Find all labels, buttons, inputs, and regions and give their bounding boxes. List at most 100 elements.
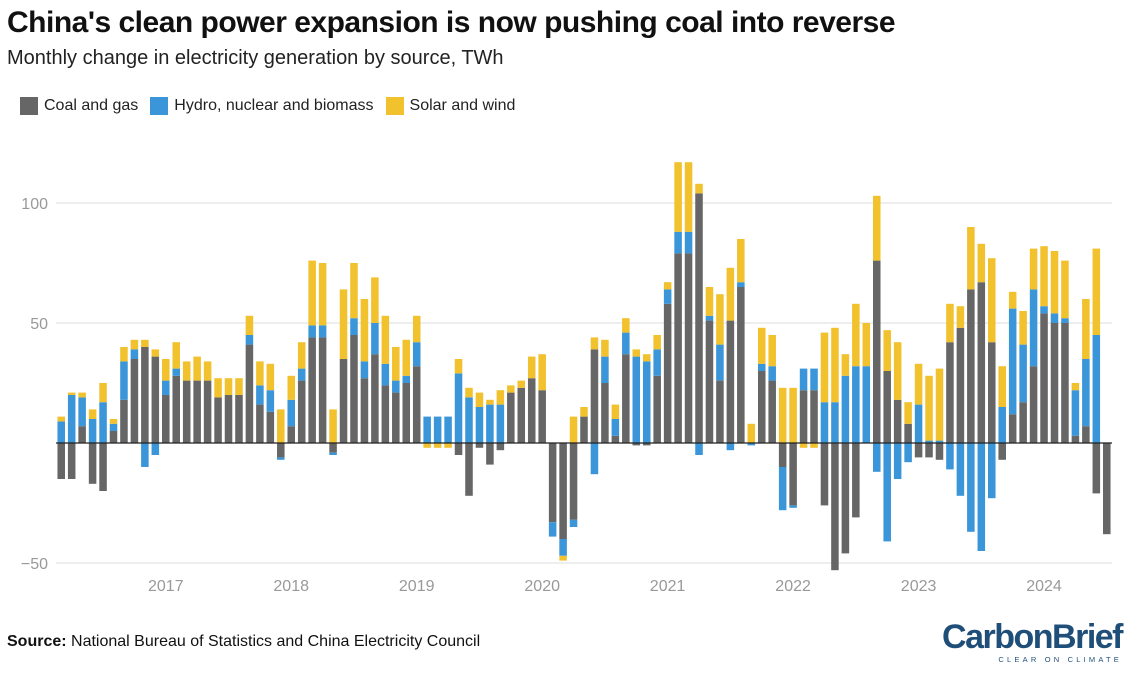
legend-swatch-hydro (150, 97, 169, 115)
bar-segment-solar-wind (88, 409, 97, 419)
bar-segment-hydro (935, 440, 944, 443)
bar-segment-hydro (141, 443, 149, 467)
legend-item-solar-wind: Solar and wind (385, 97, 515, 115)
bar-segment-solar-wind (946, 303, 954, 343)
bar-segment-coal-gas (172, 375, 180, 443)
bar-segment-hydro (716, 344, 724, 381)
bar-segment-hydro (475, 407, 484, 443)
bar-segment-hydro (632, 356, 641, 443)
bar-segment-coal-gas (1050, 323, 1059, 443)
bar-segment-coal-gas (778, 443, 787, 467)
bar-segment-coal-gas (454, 443, 463, 455)
bar-segment-solar-wind (527, 356, 536, 379)
bar-segment-solar-wind (475, 392, 484, 407)
bar-segment-hydro (57, 421, 65, 443)
bar-segment-hydro (674, 231, 682, 254)
bar-segment-hydro (904, 443, 912, 463)
bar-segment-coal-gas (256, 404, 264, 443)
bar-segment-solar-wind (1008, 291, 1017, 309)
bar-segment-solar-wind (120, 347, 128, 362)
bar-segment-solar-wind (601, 339, 609, 357)
bar-segment-coal-gas (967, 289, 975, 443)
bar-segment-coal-gas (141, 347, 149, 443)
y-tick-label: −50 (21, 556, 48, 573)
bar-segment-solar-wind (245, 315, 254, 335)
bar-segment-hydro (559, 539, 567, 556)
source-text: National Bureau of Statistics and China … (71, 633, 481, 650)
bar-segment-coal-gas (1061, 323, 1069, 443)
bar-segment-coal-gas (852, 443, 860, 518)
legend-label-hydro: Hydro, nuclear and biomass (174, 97, 374, 114)
bar-segment-solar-wind (277, 409, 285, 443)
chart-subtitle: Monthly change in electricity generation… (7, 47, 504, 69)
bar-segment-coal-gas (297, 380, 306, 443)
bar-segment-hydro (883, 443, 891, 542)
bar-segment-hydro (841, 375, 850, 443)
bar-segment-hydro (663, 289, 672, 304)
bar-segment-coal-gas (768, 380, 776, 443)
bar-segment-coal-gas (674, 253, 682, 443)
bar-segment-solar-wind (872, 195, 881, 261)
source-label: Source: (7, 633, 67, 650)
bar-segment-solar-wind (392, 347, 400, 381)
bar-segment-solar-wind (182, 361, 191, 381)
bar-segment-hydro (1061, 318, 1069, 323)
bar-segment-coal-gas (99, 443, 107, 491)
bar-segment-coal-gas (182, 380, 191, 443)
bar-segment-solar-wind (559, 555, 567, 561)
bar-segment-coal-gas (371, 354, 379, 443)
bar-segment-hydro (1071, 390, 1080, 436)
logo-tagline: CLEAR ON CLIMATE (998, 655, 1122, 664)
bar-segment-hydro (120, 361, 128, 400)
bar-segment-coal-gas (350, 335, 358, 443)
bar-segment-hydro (852, 366, 860, 443)
bar-segment-solar-wind (663, 282, 672, 290)
chart-title: China's clean power expansion is now pus… (7, 6, 896, 39)
bar-segment-hydro (914, 404, 923, 443)
bar-segment-coal-gas (601, 383, 609, 443)
bar-segment-hydro (371, 323, 379, 355)
bar-segment-solar-wind (820, 332, 829, 403)
bar-segment-coal-gas (998, 443, 1006, 460)
bar-segment-hydro (622, 332, 630, 355)
bar-segment-hydro (465, 397, 473, 443)
x-tick-label: 2023 (901, 578, 937, 595)
bar-segment-coal-gas (203, 380, 212, 443)
bar-segment-solar-wind (1040, 246, 1048, 307)
bar-segment-coal-gas (956, 327, 965, 443)
bar-segment-solar-wind (611, 404, 620, 419)
bar-segment-solar-wind (799, 443, 808, 448)
bar-segment-coal-gas (569, 443, 578, 520)
bar-segment-hydro (444, 416, 452, 443)
bar-segment-solar-wind (674, 162, 682, 232)
bar-segment-hydro (392, 380, 400, 393)
bar-segment-solar-wind (162, 359, 170, 381)
bar-segment-solar-wind (141, 339, 149, 347)
bar-segment-hydro (308, 325, 316, 338)
bar-segment-solar-wind (224, 378, 233, 395)
bar-segment-coal-gas (412, 366, 421, 443)
bar-segment-solar-wind (904, 402, 912, 424)
bar-segment-coal-gas (235, 395, 243, 443)
bar-segment-coal-gas (726, 320, 735, 443)
bar-segment-coal-gas (465, 443, 473, 496)
bar-segment-solar-wind (130, 339, 139, 350)
bar-segment-coal-gas (590, 349, 599, 443)
bar-segment-solar-wind (339, 289, 348, 359)
bar-segment-coal-gas (67, 443, 76, 479)
bar-segment-coal-gas (789, 443, 797, 506)
x-axis-tick-labels: 2017 2018 2019 2020 2021 2022 2023 2024 (148, 578, 1062, 595)
x-tick-label: 2021 (650, 578, 686, 595)
bar-segment-hydro (454, 373, 463, 443)
bar-segment-coal-gas (538, 390, 546, 443)
bar-segment-solar-wind (737, 239, 745, 283)
bar-segment-hydro (977, 443, 986, 551)
bar-segment-solar-wind (967, 227, 975, 290)
bar-segment-solar-wind (214, 378, 222, 398)
bar-segment-solar-wind (977, 243, 986, 283)
bar-segment-solar-wind (1061, 260, 1069, 319)
bar-segment-solar-wind (653, 335, 661, 350)
bar-segment-coal-gas (872, 260, 881, 443)
bar-segment-solar-wind (642, 354, 651, 362)
bar-segment-coal-gas (130, 359, 139, 443)
